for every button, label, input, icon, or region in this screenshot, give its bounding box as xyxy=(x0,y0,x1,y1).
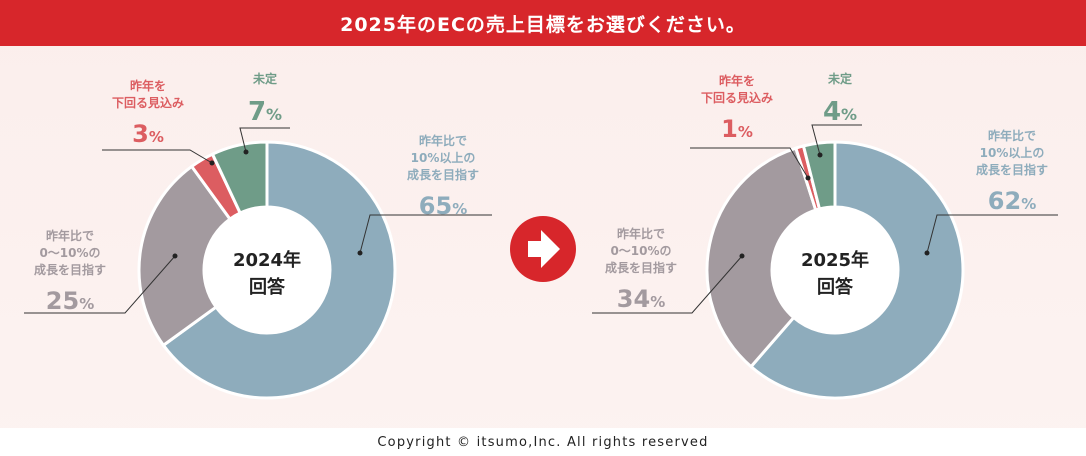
data-label: 3% xyxy=(132,120,164,148)
leader-line xyxy=(690,147,809,179)
category-label: 未定 xyxy=(827,71,852,86)
category-label: 昨年比で xyxy=(46,228,94,243)
donut-center-label: 2025年 xyxy=(801,249,869,271)
donut-center-label: 2024年 xyxy=(233,249,301,271)
footer: Copyright © itsumo,Inc. All rights reser… xyxy=(0,428,1086,456)
category-label: 10%以上の xyxy=(980,145,1045,160)
leader-line xyxy=(592,255,743,314)
donut-slice xyxy=(748,140,965,400)
leader-dot xyxy=(805,175,811,181)
category-label: 昨年を xyxy=(719,73,755,88)
category-label: 0〜10%の xyxy=(39,246,100,260)
data-label: 34% xyxy=(617,285,665,313)
category-label: 昨年比で xyxy=(419,133,467,148)
leader-dot xyxy=(739,253,745,259)
data-label: 62% xyxy=(988,187,1036,215)
category-label: 昨年比で xyxy=(617,226,665,241)
leader-line xyxy=(811,124,862,156)
right-arrow-icon xyxy=(510,216,576,282)
donut-center-label: 回答 xyxy=(249,276,286,298)
category-label: 昨年比で xyxy=(988,128,1036,143)
category-label: 昨年を xyxy=(130,78,166,93)
data-label: 7% xyxy=(248,97,282,127)
leader-dot xyxy=(172,253,178,259)
donut-hole xyxy=(204,207,330,333)
category-label: 未定 xyxy=(252,71,277,86)
donut-chart-1: 2024年回答昨年比で10%以上の成長を目指す65%昨年比で0〜10%の成長を目… xyxy=(24,71,492,400)
leader-dot xyxy=(209,160,215,166)
data-label: 65% xyxy=(419,192,467,220)
category-label: 成長を目指す xyxy=(34,262,106,277)
category-label: 下回る見込み xyxy=(701,90,773,105)
donut-chart-2: 2025年回答昨年比で10%以上の成長を目指す62%昨年比で0〜10%の成長を目… xyxy=(592,71,1058,400)
category-label: 成長を目指す xyxy=(605,260,677,275)
data-label: 4% xyxy=(823,97,857,127)
data-label: 1% xyxy=(721,115,753,143)
category-label: 10%以上の xyxy=(411,150,476,165)
survey-question-title: 2025年のECの売上目標をお選びください。 xyxy=(340,13,746,36)
leader-line xyxy=(239,127,290,153)
leader-dot xyxy=(243,149,249,155)
category-label: 下回る見込み xyxy=(112,95,184,110)
title-bar: 2025年のECの売上目標をお選びください。 xyxy=(0,0,1086,46)
data-label: 25% xyxy=(46,287,94,315)
leader-line xyxy=(926,214,1058,254)
leader-dot xyxy=(357,250,363,256)
category-label: 0〜10%の xyxy=(610,244,671,258)
leader-dot xyxy=(924,250,930,256)
arrow-shape xyxy=(528,230,560,268)
category-label: 成長を目指す xyxy=(976,162,1048,177)
copyright-text: Copyright © itsumo,Inc. All rights reser… xyxy=(377,434,709,450)
donut-center-label: 回答 xyxy=(817,276,854,298)
category-label: 成長を目指す xyxy=(407,167,479,182)
leader-line xyxy=(359,214,492,254)
donut-hole xyxy=(772,207,898,333)
leader-line xyxy=(102,149,213,164)
leader-dot xyxy=(817,152,823,158)
leader-line xyxy=(24,255,176,314)
